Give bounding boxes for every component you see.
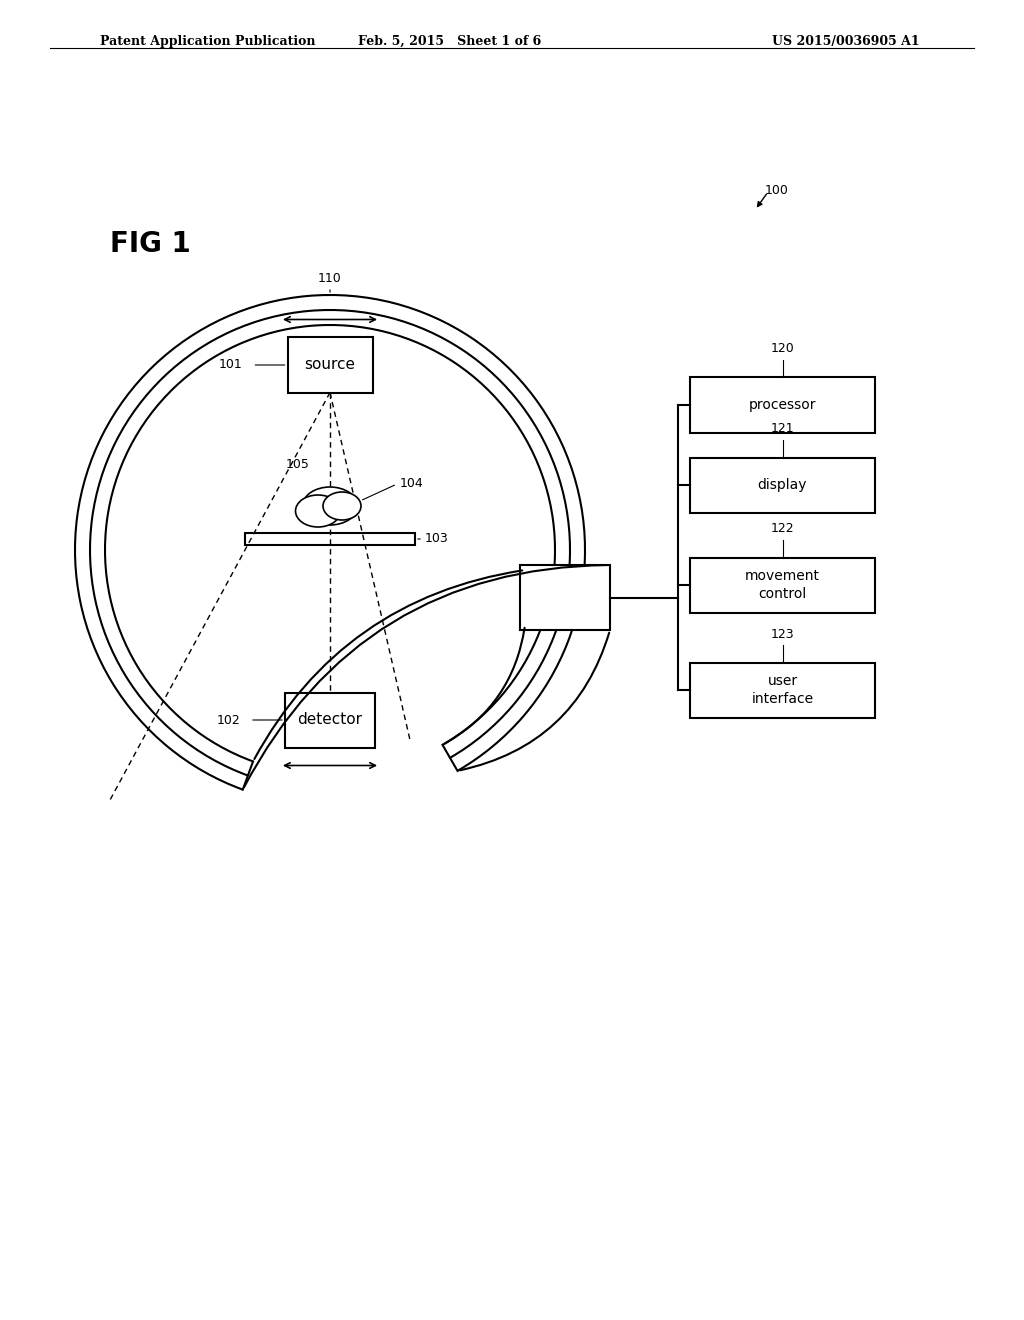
FancyBboxPatch shape <box>690 663 874 718</box>
FancyBboxPatch shape <box>690 557 874 612</box>
Text: Feb. 5, 2015   Sheet 1 of 6: Feb. 5, 2015 Sheet 1 of 6 <box>358 36 542 48</box>
Text: 100: 100 <box>765 183 788 197</box>
FancyBboxPatch shape <box>690 458 874 512</box>
Text: 110: 110 <box>318 272 342 285</box>
Text: 104: 104 <box>400 477 424 490</box>
FancyBboxPatch shape <box>520 565 610 630</box>
Text: movement
control: movement control <box>745 569 820 601</box>
Text: Patent Application Publication: Patent Application Publication <box>100 36 315 48</box>
Text: 120: 120 <box>771 342 795 355</box>
Ellipse shape <box>323 492 361 520</box>
FancyBboxPatch shape <box>288 338 373 392</box>
Text: FIG 1: FIG 1 <box>110 230 190 257</box>
Text: 101: 101 <box>219 359 243 371</box>
Ellipse shape <box>296 495 341 527</box>
Ellipse shape <box>302 487 357 525</box>
Text: 102: 102 <box>216 714 240 726</box>
Text: 103: 103 <box>425 532 449 545</box>
Text: 123: 123 <box>771 627 795 640</box>
Text: source: source <box>304 358 355 372</box>
Text: 122: 122 <box>771 523 795 536</box>
Text: US 2015/0036905 A1: US 2015/0036905 A1 <box>772 36 920 48</box>
FancyBboxPatch shape <box>690 378 874 433</box>
Text: user
interface: user interface <box>752 675 813 706</box>
Text: processor: processor <box>749 399 816 412</box>
FancyBboxPatch shape <box>245 533 415 545</box>
Text: display: display <box>758 478 807 492</box>
Text: detector: detector <box>298 713 362 727</box>
Text: 105: 105 <box>286 458 310 471</box>
FancyBboxPatch shape <box>285 693 375 747</box>
Text: 121: 121 <box>771 422 795 436</box>
